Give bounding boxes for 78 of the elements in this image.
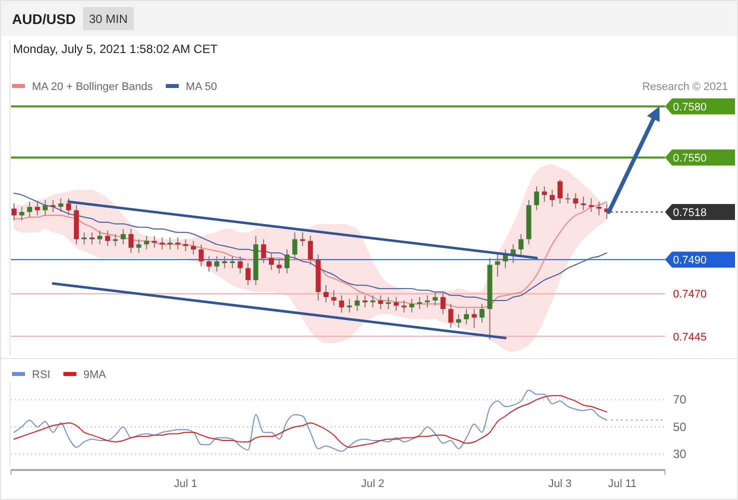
candlestick bbox=[105, 230, 110, 247]
candlestick bbox=[432, 292, 438, 306]
candlestick bbox=[128, 228, 134, 254]
ref-line-label: 0.7490 bbox=[673, 254, 707, 267]
candlestick bbox=[42, 200, 48, 216]
candlestick bbox=[448, 303, 454, 328]
line-series bbox=[14, 390, 608, 452]
candlestick bbox=[542, 186, 547, 202]
candlestick bbox=[261, 238, 266, 264]
ref-line-label: 0.7470 bbox=[673, 288, 707, 301]
candlestick bbox=[464, 308, 469, 325]
candlestick bbox=[112, 234, 118, 247]
y-tick-label: 50 bbox=[673, 420, 687, 434]
candlestick bbox=[190, 240, 196, 256]
candlestick bbox=[558, 179, 562, 204]
candlestick bbox=[518, 234, 524, 257]
x-tick-label: Jul 3 bbox=[548, 478, 572, 490]
ref-line-label: 0.7580 bbox=[673, 101, 707, 114]
candlestick bbox=[402, 300, 406, 313]
candlestick bbox=[292, 232, 298, 260]
chart-title: AUD/USD bbox=[12, 11, 76, 27]
candlestick bbox=[214, 256, 220, 272]
ref-line-label: 0.7550 bbox=[673, 152, 707, 164]
candlestick bbox=[324, 284, 328, 303]
candlestick bbox=[394, 296, 399, 312]
candlestick bbox=[472, 308, 477, 328]
candlestick bbox=[480, 303, 484, 324]
candlestick bbox=[346, 298, 352, 313]
x-tick-label: Jul 11 bbox=[608, 478, 637, 490]
legend-label: 9MA bbox=[83, 369, 107, 381]
candlestick bbox=[198, 244, 204, 267]
candlestick bbox=[50, 200, 56, 212]
candlestick bbox=[386, 296, 391, 310]
candlestick bbox=[456, 314, 462, 328]
legend-label: RSI bbox=[32, 369, 50, 381]
candlestick bbox=[378, 294, 384, 310]
x-tick-label: Jul 2 bbox=[361, 478, 384, 490]
candlestick bbox=[238, 256, 243, 274]
candlestick bbox=[284, 248, 290, 274]
y-tick-label: 70 bbox=[673, 392, 687, 407]
candlestick bbox=[246, 262, 250, 286]
candlestick bbox=[58, 198, 64, 212]
ref-line-label: 0.7445 bbox=[673, 331, 707, 344]
candlestick bbox=[409, 298, 414, 313]
legend-label: MA 50 bbox=[186, 81, 217, 93]
candlestick bbox=[354, 294, 360, 312]
legend-label: MA 20 + Bollinger Bands bbox=[32, 81, 154, 93]
chart-subtitle: Monday, July 5, 2021 1:58:02 AM CET bbox=[13, 42, 218, 56]
candlestick bbox=[300, 232, 306, 247]
candlestick bbox=[27, 201, 32, 218]
line-series bbox=[14, 395, 608, 448]
annotation: Research © 2021 bbox=[642, 81, 728, 93]
candlestick bbox=[417, 296, 422, 310]
candlestick bbox=[550, 189, 555, 208]
candlestick bbox=[66, 198, 72, 216]
candlestick bbox=[206, 256, 212, 272]
y-tick-label: 30 bbox=[673, 447, 687, 462]
ref-line-label: 0.7518 bbox=[673, 206, 707, 219]
candlestick bbox=[19, 206, 24, 221]
candlestick bbox=[339, 294, 344, 313]
candlestick bbox=[168, 237, 172, 250]
x-tick-label: Jul 1 bbox=[174, 478, 198, 490]
candlestick bbox=[144, 235, 150, 250]
candlestick bbox=[34, 201, 40, 216]
candlestick bbox=[268, 252, 274, 270]
candlestick bbox=[495, 254, 500, 278]
candlestick bbox=[12, 202, 16, 221]
candlestick bbox=[308, 235, 313, 266]
candlestick bbox=[331, 290, 336, 306]
candlestick bbox=[120, 228, 126, 245]
candlestick bbox=[534, 186, 540, 211]
candlestick bbox=[160, 237, 165, 250]
candlestick bbox=[588, 198, 594, 212]
candlestick bbox=[440, 292, 446, 315]
text: 30 MIN bbox=[89, 12, 128, 26]
candlestick bbox=[573, 192, 578, 210]
candlestick bbox=[565, 192, 570, 204]
candlestick bbox=[175, 237, 180, 250]
